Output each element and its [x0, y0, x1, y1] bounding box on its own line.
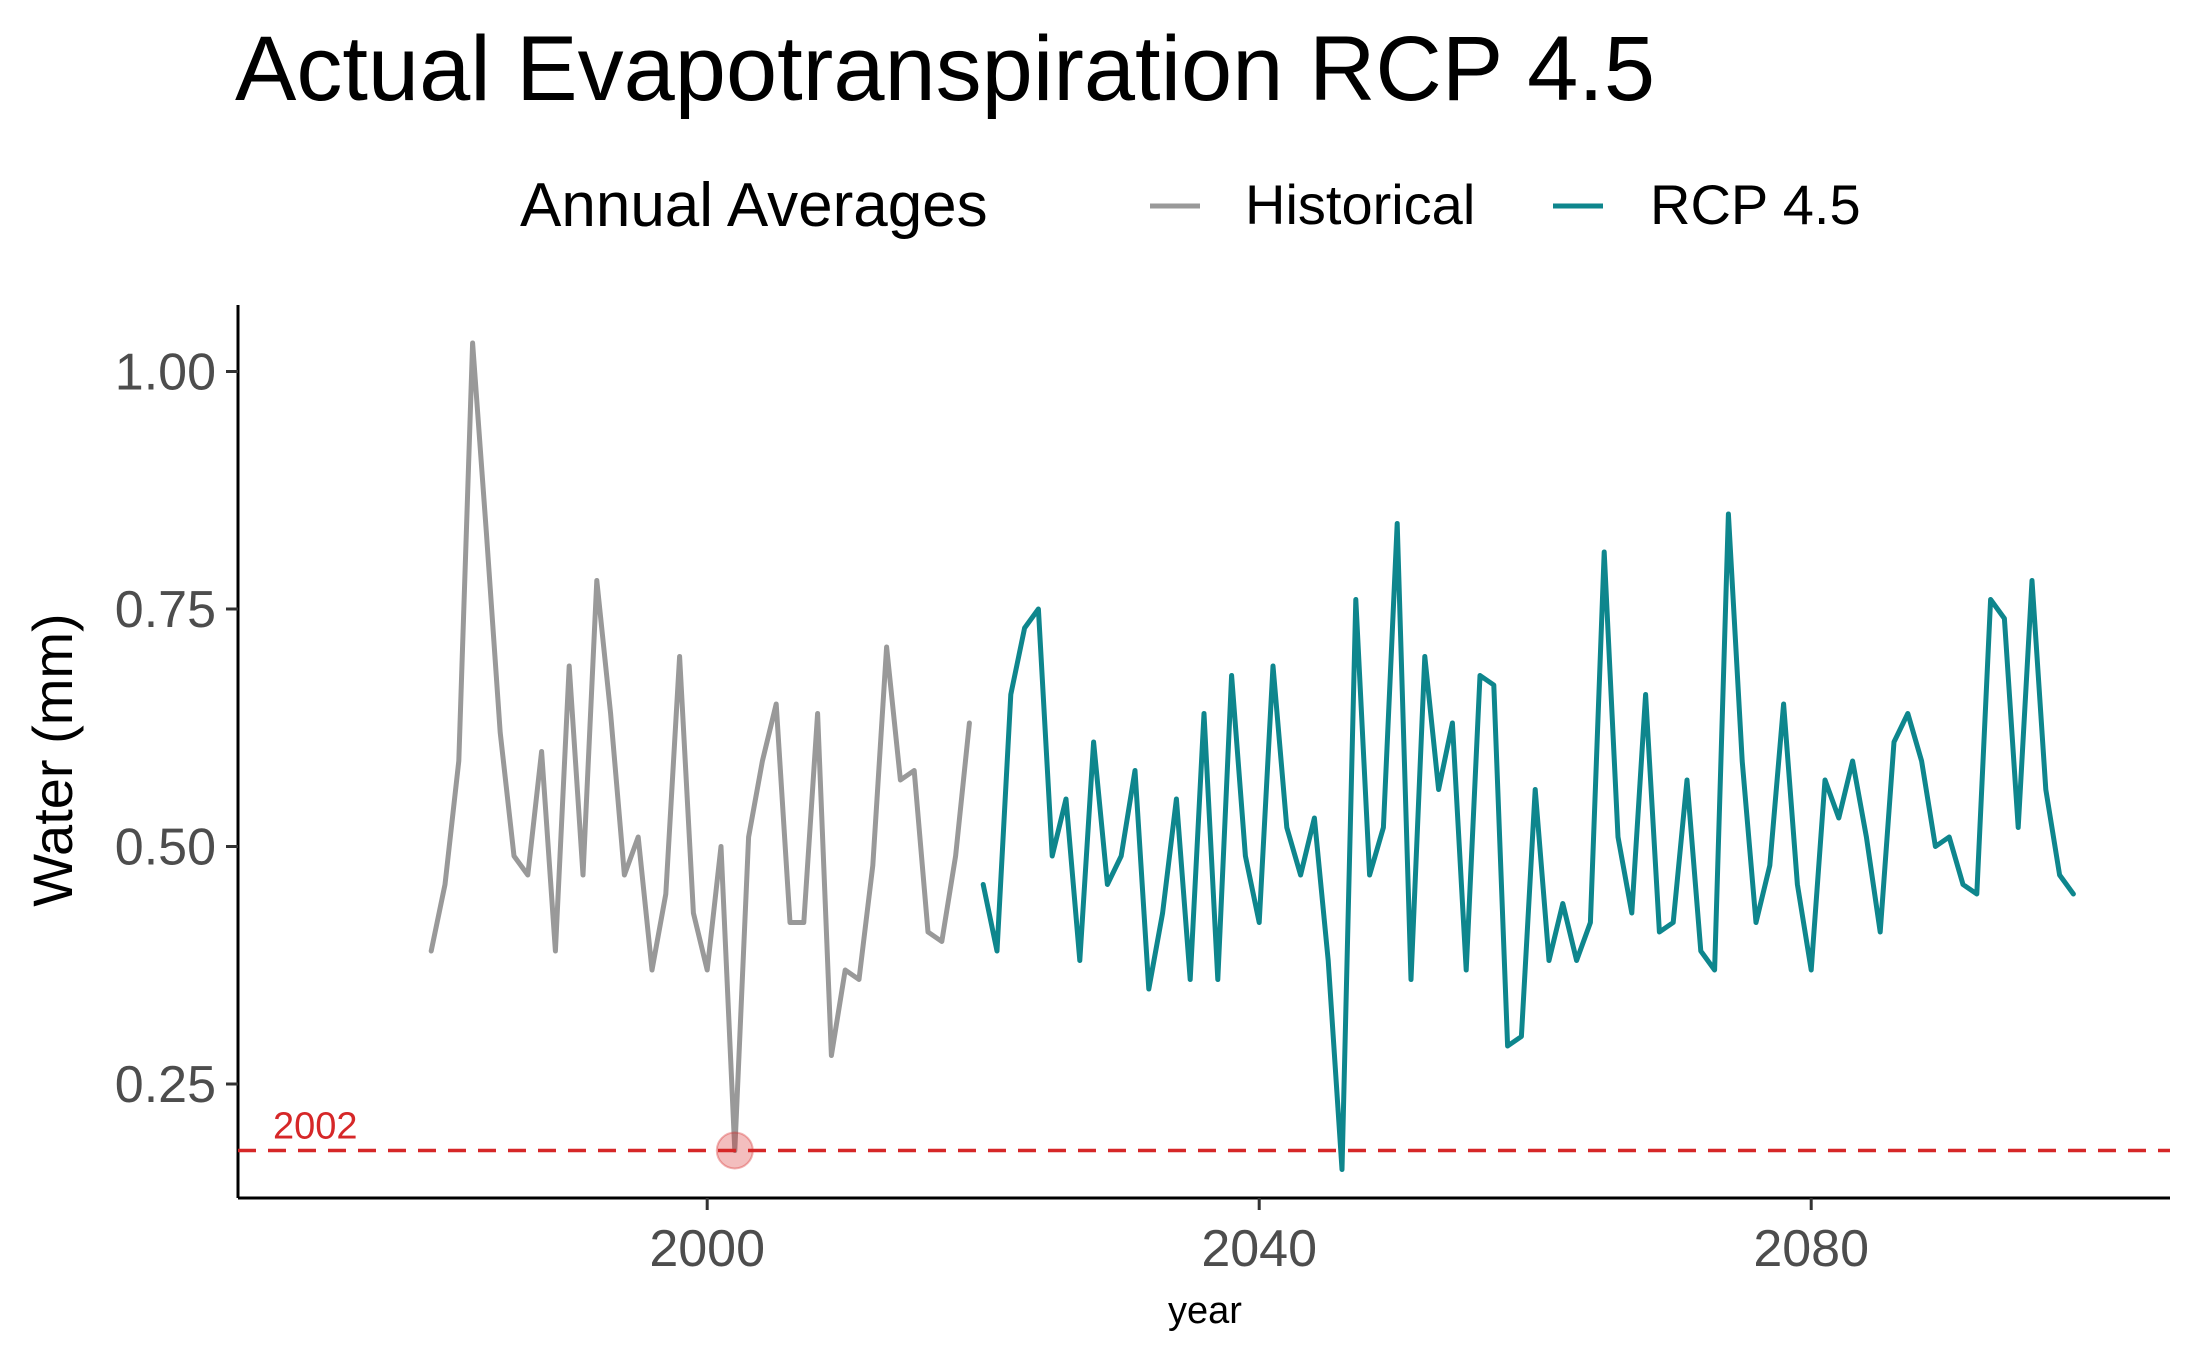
chart-title: Actual Evapotranspiration RCP 4.5: [235, 18, 1655, 120]
x-tick-label: 2080: [1753, 1220, 1869, 1278]
x-tick-label: 2040: [1201, 1220, 1317, 1278]
x-tick-label: 2000: [649, 1220, 765, 1278]
legend-label-rcp45: RCP 4.5: [1650, 173, 1861, 236]
plot-marks: 2002: [238, 340, 2170, 1172]
axes: 0.25 0.50 0.75 1.00 2000 2040 2080: [115, 305, 2170, 1278]
y-tick-label: 0.25: [115, 1056, 216, 1114]
legend-label-historical: Historical: [1245, 173, 1475, 236]
y-tick-label: 1.00: [115, 344, 216, 402]
minimum-point-marker: [715, 1131, 754, 1170]
x-axis-title: year: [1168, 1290, 1242, 1332]
series-line-rcp45: [980, 511, 2076, 1172]
threshold-label: 2002: [273, 1106, 358, 1148]
legend-title: Annual Averages: [520, 171, 988, 240]
legend: Annual Averages Historical RCP 4.5: [520, 171, 1861, 240]
y-tick-label: 0.75: [115, 581, 216, 639]
y-tick-label: 0.50: [115, 819, 216, 877]
series-line-historical: [428, 340, 972, 1153]
y-axis-title: Water (mm): [21, 613, 84, 906]
